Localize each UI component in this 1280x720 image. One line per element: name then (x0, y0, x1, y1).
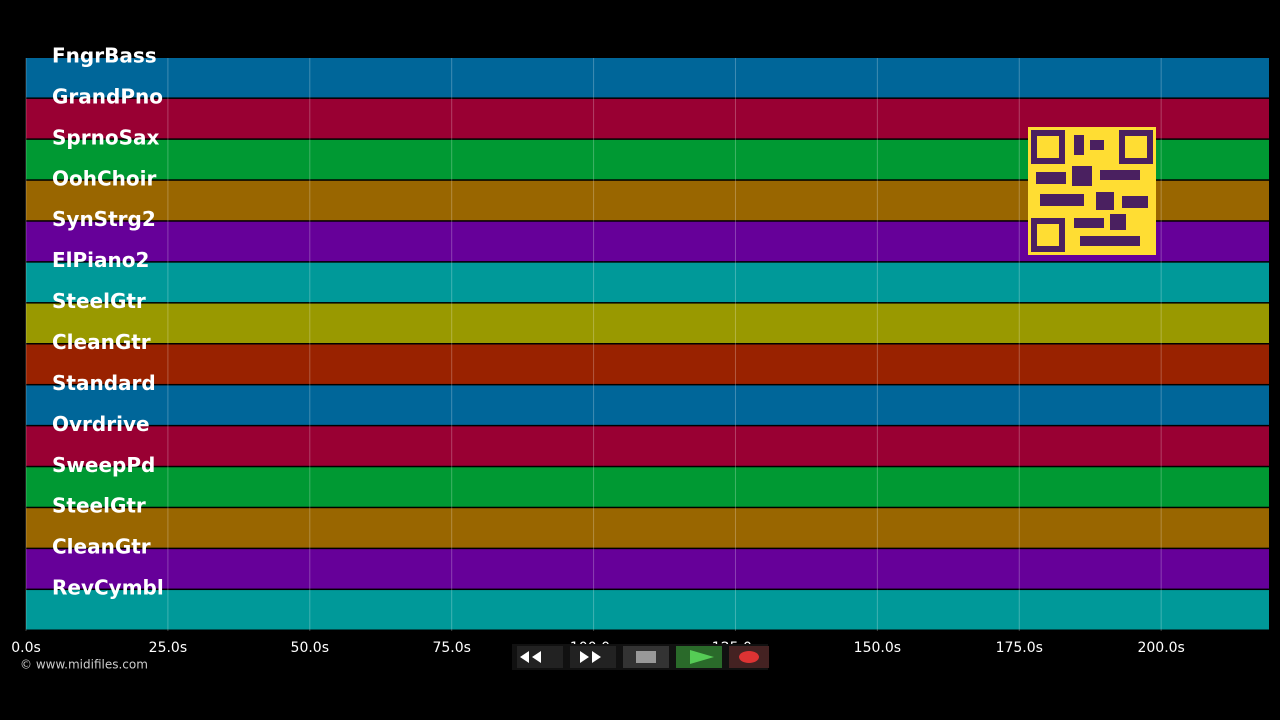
x-tick-label: 50.0s (291, 640, 329, 656)
track-row (26, 590, 1269, 630)
transport-controls (512, 644, 769, 670)
x-tick-label: 0.0s (11, 640, 41, 656)
track-labels: FngrBass GrandPno SprnoSax OohChoir SynStrg2… (52, 44, 164, 600)
track-name: SweepPd (52, 453, 155, 477)
track-row (26, 385, 1269, 425)
x-tick-label: 200.0s (1137, 640, 1184, 656)
track-name: SynStrg2 (52, 207, 156, 231)
track-row (26, 58, 1269, 98)
track-name: GrandPno (52, 84, 163, 108)
footer: © www.midifiles.com (20, 658, 148, 672)
track-name: SprnoSax (52, 125, 159, 149)
track-row (26, 303, 1269, 343)
x-tick-label: 175.0s (996, 640, 1043, 656)
grid (25, 58, 1162, 631)
track-row (26, 262, 1269, 303)
qr-code (1028, 127, 1156, 255)
x-tick-label: 150.0s (854, 640, 901, 656)
track-row (26, 467, 1269, 507)
track-name: CleanGtr (52, 535, 151, 559)
track-name: SteelGtr (52, 289, 146, 313)
track-name: Ovrdrive (52, 412, 150, 436)
track-name: Standard (52, 371, 156, 395)
track-name: FngrBass (52, 44, 157, 68)
track-row (26, 344, 1269, 384)
track-name: CleanGtr (52, 330, 151, 354)
track-name: RevCymbl (52, 576, 164, 600)
x-tick-label: 25.0s (149, 640, 187, 656)
x-tick-label: 75.0s (432, 640, 470, 656)
track-name: OohChoir (52, 166, 156, 190)
track-name: SteelGtr (52, 494, 146, 518)
track-row (26, 426, 1269, 466)
track-row (26, 508, 1269, 548)
track-row (26, 549, 1269, 589)
track-name: ElPiano2 (52, 248, 149, 272)
